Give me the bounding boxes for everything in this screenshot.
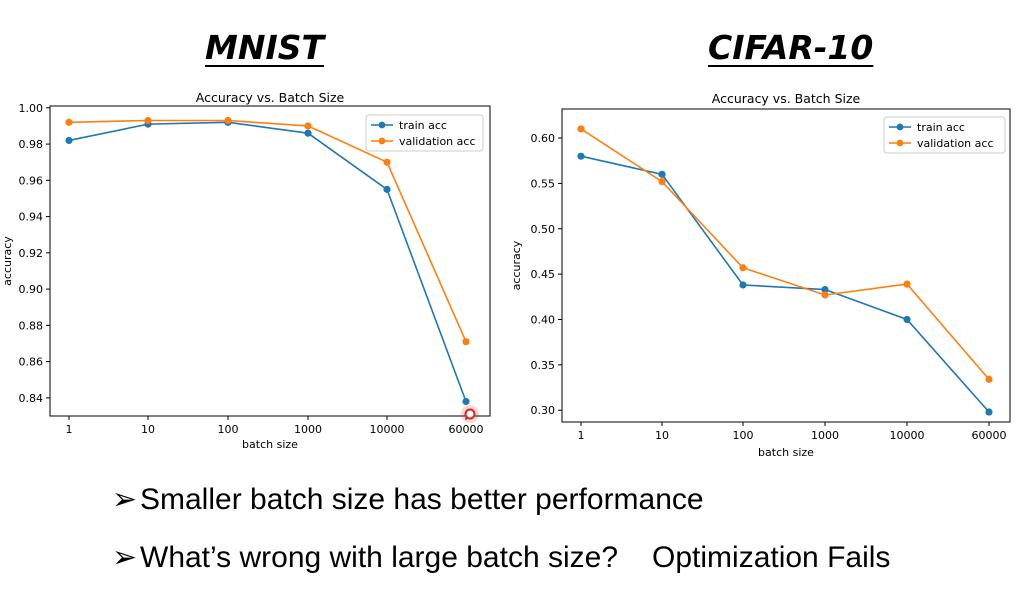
train-acc-point <box>903 315 911 324</box>
legend-label: train acc <box>917 121 965 134</box>
x-tick-label: 100 <box>733 429 754 442</box>
y-tick-label: 0.30 <box>531 404 556 417</box>
y-tick-label: 0.94 <box>19 211 44 224</box>
x-tick-label: 1000 <box>294 423 322 436</box>
y-tick-label: 0.96 <box>19 174 44 187</box>
cifar10-heading: CIFAR-10 <box>708 28 874 67</box>
legend-box <box>883 116 1006 154</box>
validation-acc-point <box>577 125 585 133</box>
y-tick-label: 0.92 <box>19 247 44 260</box>
train-acc-line <box>68 121 467 402</box>
validation-acc-point <box>903 280 911 288</box>
validation-acc-point <box>985 375 993 383</box>
validation-acc-point <box>144 116 152 125</box>
y-tick-label: 0.88 <box>19 319 44 332</box>
train-acc-point <box>383 185 391 193</box>
bullet-1-text: Smaller batch size has better performanc… <box>140 483 704 516</box>
bullet-arrow-icon: ➢ <box>112 541 138 574</box>
y-tick-label: 0.84 <box>19 392 44 405</box>
x-tick-label: 60000 <box>449 423 484 436</box>
y-axis-label: accuracy <box>1 236 14 286</box>
x-axis-label: batch size <box>758 446 814 459</box>
legend-marker <box>378 137 386 145</box>
train-acc-point <box>577 152 585 160</box>
chart-title: Accuracy vs. Batch Size <box>196 90 345 105</box>
highlight-marker <box>464 408 476 420</box>
legend-label: validation acc <box>917 137 994 150</box>
validation-acc-point <box>821 291 829 299</box>
plot-frame <box>49 105 491 417</box>
train-acc-point <box>821 285 829 294</box>
train-acc-line <box>580 155 990 413</box>
x-tick-label: 1 <box>578 429 585 442</box>
legend-box <box>365 114 484 152</box>
validation-acc-point <box>658 177 666 186</box>
legend-marker <box>896 123 904 131</box>
x-tick-label: 1 <box>66 423 73 436</box>
validation-acc-point <box>304 122 312 130</box>
chart-title: Accuracy vs. Batch Size <box>712 91 861 106</box>
train-acc-point <box>462 397 470 406</box>
y-axis-label: accuracy <box>510 240 523 290</box>
x-tick-label: 1000 <box>811 429 839 442</box>
train-acc-point <box>658 170 666 178</box>
x-tick-label: 10 <box>141 423 155 436</box>
x-axis-label: batch size <box>242 438 298 451</box>
validation-acc-line <box>580 128 990 380</box>
y-tick-label: 0.40 <box>531 313 556 326</box>
x-tick-label: 10000 <box>890 429 925 442</box>
x-tick-label: 10000 <box>370 423 405 436</box>
bullet-2-text: What’s wrong with large batch size? <box>140 541 619 574</box>
validation-acc-line <box>68 119 467 342</box>
y-tick-label: 0.50 <box>531 223 556 236</box>
bullet-point-1: ➢Smaller batch size has better performan… <box>112 482 704 517</box>
bullet-2-answer: Optimization Fails <box>652 541 891 574</box>
y-tick-label: 0.55 <box>531 177 556 190</box>
validation-acc-point <box>383 158 391 166</box>
legend-label: train acc <box>399 119 447 132</box>
y-tick-label: 1.00 <box>19 102 44 115</box>
bullet-point-2: ➢What’s wrong with large batch size? Opti… <box>112 540 890 575</box>
mnist-heading: MNIST <box>205 28 325 67</box>
validation-acc-point <box>739 264 747 272</box>
train-acc-point <box>985 408 993 416</box>
y-tick-label: 0.98 <box>19 138 44 151</box>
x-tick-label: 100 <box>218 423 239 436</box>
legend-marker <box>896 139 904 147</box>
y-tick-label: 0.90 <box>19 283 44 296</box>
legend-label: validation acc <box>399 135 476 148</box>
validation-acc-point <box>462 338 470 346</box>
x-tick-label: 10 <box>655 429 669 442</box>
x-tick-label: 60000 <box>972 429 1007 442</box>
train-acc-point <box>65 136 73 145</box>
validation-acc-point <box>224 116 232 125</box>
validation-acc-point <box>65 118 73 126</box>
y-tick-label: 0.45 <box>531 268 556 281</box>
train-acc-point <box>304 129 312 137</box>
bullet-arrow-icon: ➢ <box>112 483 138 516</box>
legend-marker <box>378 121 386 129</box>
train-acc-point <box>739 281 747 289</box>
y-tick-label: 0.60 <box>531 132 556 145</box>
y-tick-label: 0.35 <box>531 359 556 372</box>
plot-frame <box>561 108 1011 423</box>
y-tick-label: 0.86 <box>19 356 44 369</box>
